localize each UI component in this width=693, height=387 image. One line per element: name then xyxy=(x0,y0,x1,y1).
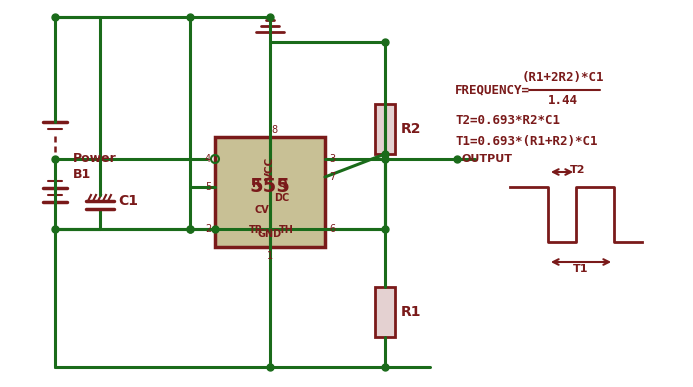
Text: Power: Power xyxy=(73,151,116,164)
Text: 8: 8 xyxy=(271,125,277,135)
Text: 5: 5 xyxy=(204,182,211,192)
Text: TR: TR xyxy=(249,225,263,235)
Text: T2: T2 xyxy=(570,165,586,175)
Text: CV: CV xyxy=(254,205,270,215)
Text: VCC: VCC xyxy=(265,156,275,180)
Text: 555: 555 xyxy=(249,178,290,197)
Text: R2: R2 xyxy=(401,122,421,136)
Text: 3: 3 xyxy=(329,154,335,164)
Text: OUTPUT: OUTPUT xyxy=(462,154,513,164)
Text: DC: DC xyxy=(274,193,290,203)
Text: 1.44: 1.44 xyxy=(548,94,578,106)
Text: 2: 2 xyxy=(204,224,211,234)
Text: Q: Q xyxy=(277,179,287,189)
Text: T2=0.693*R2*C1: T2=0.693*R2*C1 xyxy=(455,113,560,127)
Text: T1=0.693*(R1+R2)*C1: T1=0.693*(R1+R2)*C1 xyxy=(455,135,597,149)
Bar xyxy=(375,104,395,154)
Text: R1: R1 xyxy=(401,305,421,319)
Text: GND: GND xyxy=(258,229,282,239)
Text: 7: 7 xyxy=(329,172,335,182)
Text: 6: 6 xyxy=(329,224,335,234)
Text: 1: 1 xyxy=(267,251,273,261)
Bar xyxy=(215,137,325,247)
Text: T1: T1 xyxy=(573,264,589,274)
Text: C1: C1 xyxy=(118,194,138,208)
Text: 4: 4 xyxy=(205,154,211,164)
Bar xyxy=(375,287,395,337)
Text: TH: TH xyxy=(279,225,293,235)
Text: R: R xyxy=(252,179,261,189)
Text: (R1+2R2)*C1: (R1+2R2)*C1 xyxy=(522,72,604,84)
Text: FREQUENCY=: FREQUENCY= xyxy=(455,84,530,96)
Text: B1: B1 xyxy=(73,168,91,180)
